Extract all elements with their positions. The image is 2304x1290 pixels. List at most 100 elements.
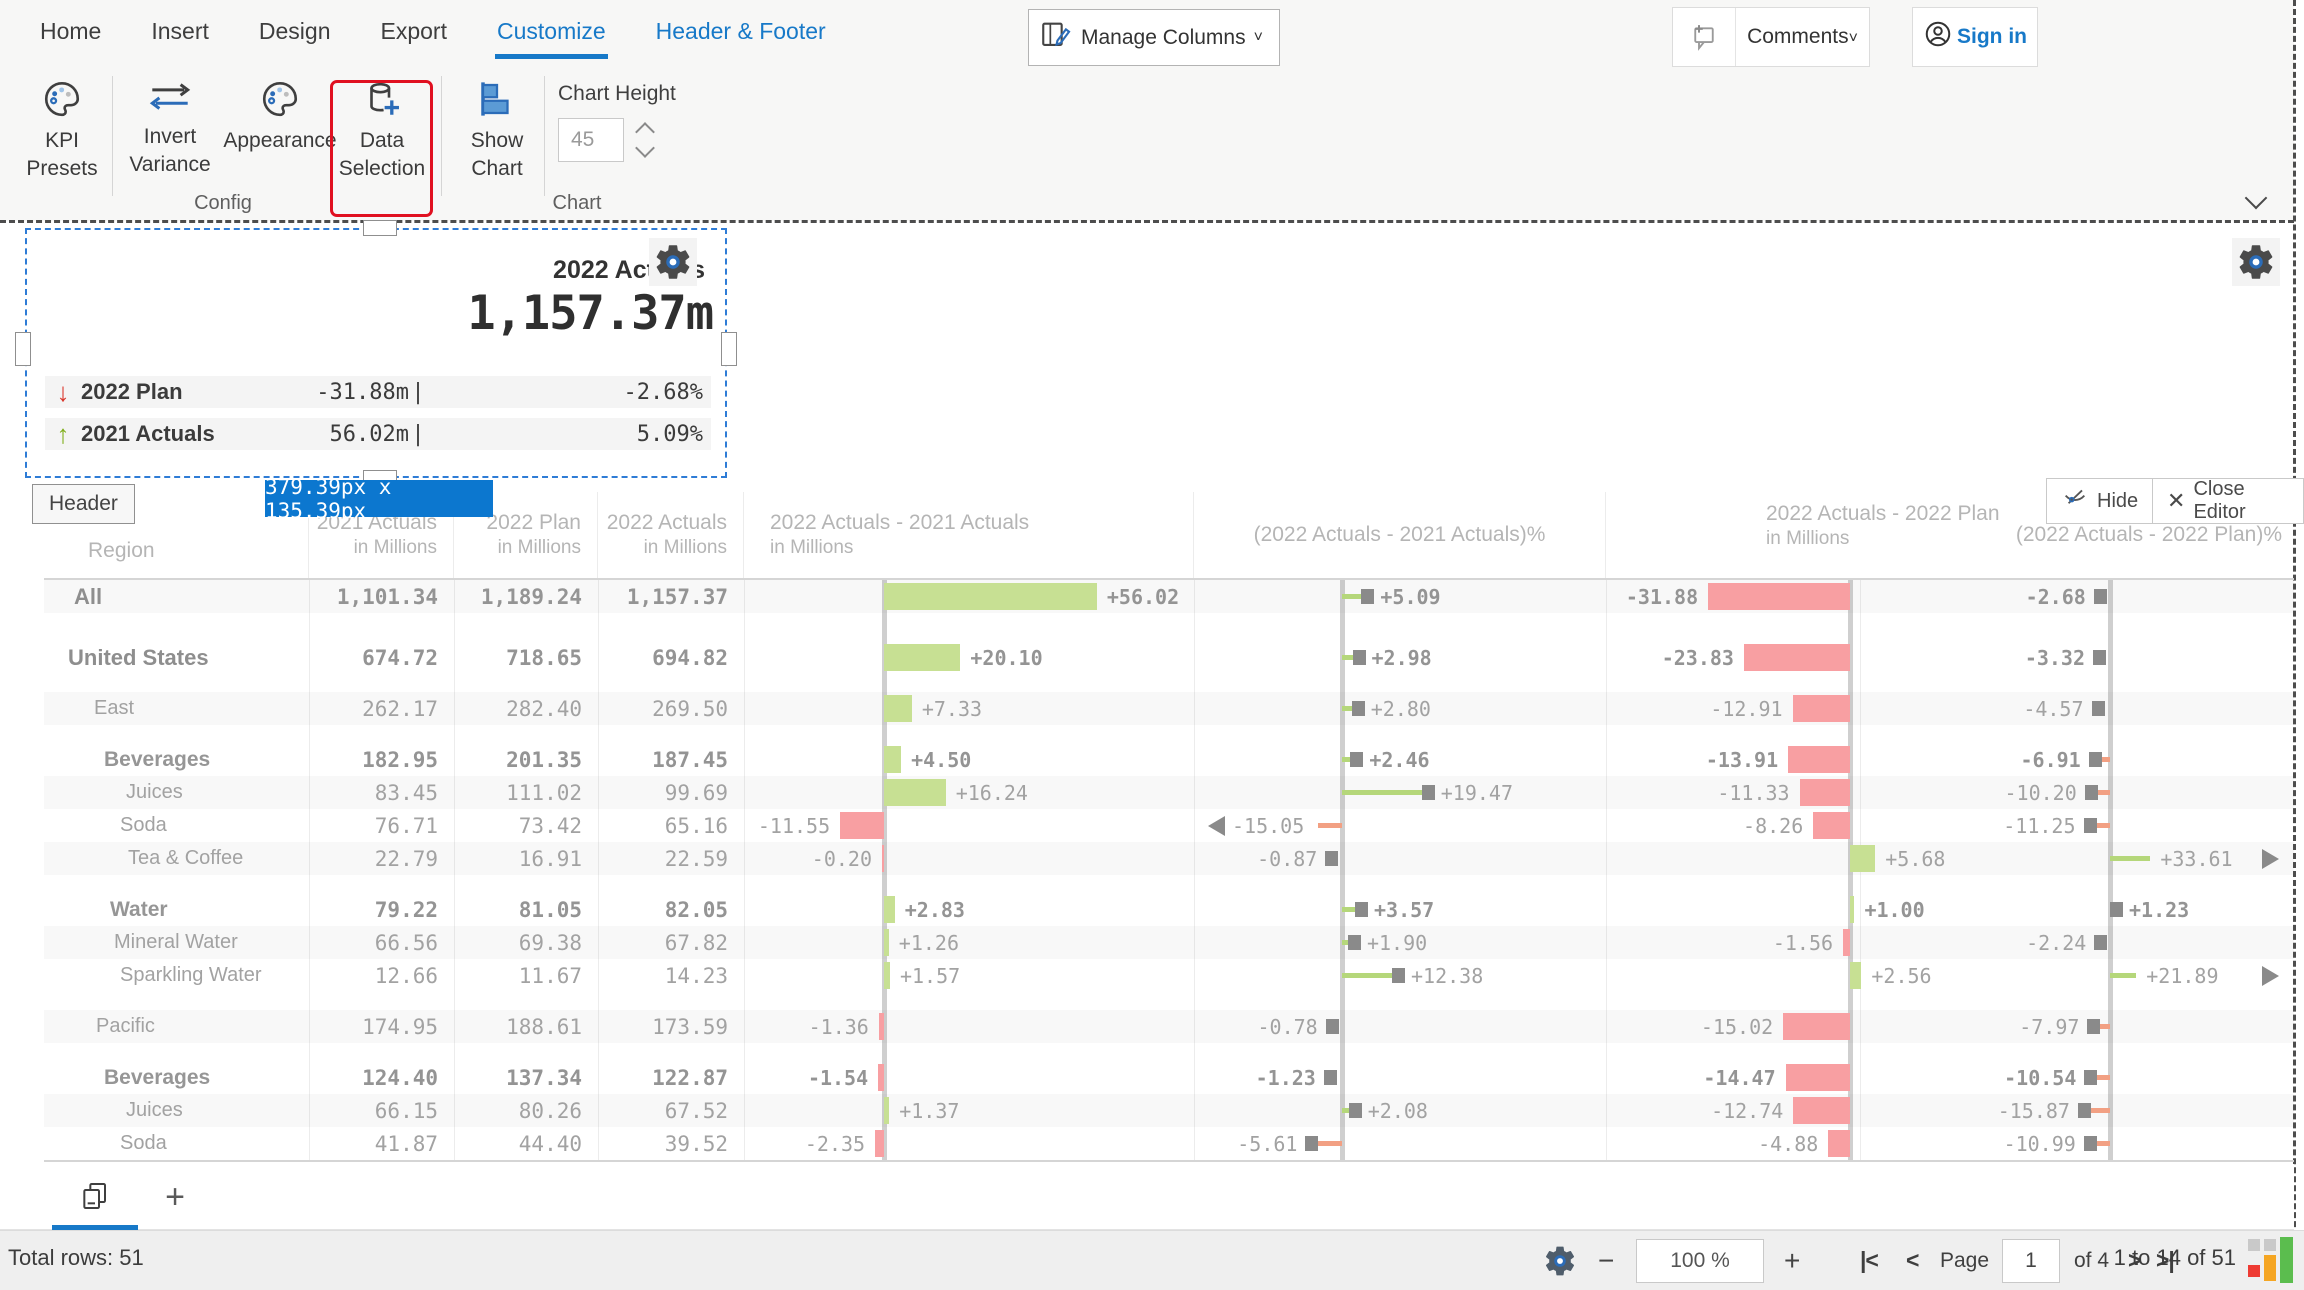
zoom-in-button[interactable]: +: [1784, 1244, 1801, 1276]
arrow-up-icon: ↑: [56, 418, 70, 449]
canvas-settings-gear-icon[interactable]: [2232, 238, 2280, 286]
table-row-soda[interactable]: Soda 76.71 73.42 65.16 -11.55 -15.05 -8.26 -11.…: [44, 809, 2294, 842]
zoom-level-input[interactable]: 100 %: [1636, 1239, 1764, 1283]
add-sheet-button[interactable]: +: [165, 1177, 185, 1216]
region-cell: Water: [110, 897, 168, 921]
kpi-card[interactable]: 2022 Actuals 1,157.37m ↓ 2022 Plan -31.88m…: [15, 220, 737, 486]
a2022-cell: 39.52: [664, 1131, 728, 1156]
table-row-juices[interactable]: Juices 83.45 111.02 99.69 +16.24 +19.47 -11.33…: [44, 776, 2294, 809]
pct-aa-value-label: +2.80: [1370, 696, 1431, 721]
pct-ap-value-label: -7.97: [2019, 1014, 2080, 1039]
data-selection-button[interactable]: Data Selection: [336, 78, 428, 182]
group-spacer: [44, 1043, 2294, 1061]
variance-plan-cell: -23.83: [1606, 641, 1860, 674]
table-row-united-states[interactable]: United States 674.72 718.65 694.82 +20.10 +2.…: [44, 641, 2294, 674]
table-row-sparkling-water[interactable]: Sparkling Water 12.66 11.67 14.23 +1.57 +12.3…: [44, 959, 2294, 992]
var-aa-bar-negative: [878, 1064, 884, 1091]
kpi-presets-button[interactable]: KPI Presets: [14, 78, 110, 182]
pct-aa-marker: [1351, 701, 1365, 716]
p2022-cell: 11.67: [518, 963, 582, 988]
pct-aa-stem: [1318, 1141, 1342, 1146]
pct-ap-marker: [2084, 785, 2098, 800]
show-chart-button[interactable]: Show Chart: [452, 78, 542, 182]
column-header-region[interactable]: Region: [44, 492, 309, 578]
table-row-juices[interactable]: Juices 66.15 80.26 67.52 +1.37 +2.08 -12.74 -15…: [44, 1094, 2294, 1127]
column-header-p2022[interactable]: 2022 Plan in Millions: [454, 492, 598, 578]
menu-item-export[interactable]: Export: [380, 17, 447, 44]
header-chip[interactable]: Header: [32, 484, 135, 524]
kpi-variance-row: ↑ 2021 Actuals 56.02m | 5.09%: [45, 418, 711, 450]
manage-columns-button[interactable]: Manage Columns ˅: [1028, 9, 1280, 66]
table-row-pacific[interactable]: Pacific 174.95 188.61 173.59 -1.36 -0.78 -15.0…: [44, 1010, 2294, 1043]
column-header-var_ap[interactable]: 2022 Actuals - 2022 Plan in Millions: [1766, 502, 2000, 550]
resize-handle-left[interactable]: [15, 332, 31, 366]
menu-item-insert[interactable]: Insert: [151, 17, 209, 44]
chart-height-control: Chart Height 45: [558, 82, 676, 162]
menu-item-header-footer[interactable]: Header & Footer: [655, 17, 826, 44]
column-header-a2022[interactable]: 2022 Actuals in Millions: [598, 492, 744, 578]
variance-plan-pct-cell: -15.87: [1860, 1094, 2294, 1127]
last-page-button[interactable]: >|: [2156, 1247, 2175, 1273]
first-page-button[interactable]: |<: [1860, 1247, 1879, 1273]
variance-actuals-pct-cell: +2.80: [1194, 692, 1606, 725]
column-header-pct_aa[interactable]: (2022 Actuals - 2021 Actuals)%: [1194, 492, 1606, 578]
zoom-out-button[interactable]: −: [1598, 1244, 1615, 1276]
variance-plan-pct-cell: +21.89: [1860, 959, 2294, 992]
pct-ap-value-label: -15.87: [1997, 1098, 2070, 1123]
variance-plan-pct-cell: -2.68: [1860, 580, 2294, 613]
ribbon-divider: [441, 76, 442, 196]
chart-height-label: Chart Height: [558, 82, 676, 105]
table-row-beverages[interactable]: Beverages 124.40 137.34 122.87 -1.54 -1.23 -14…: [44, 1061, 2294, 1094]
resize-handle-right[interactable]: [721, 332, 737, 366]
table-settings-gear-icon[interactable]: [1542, 1231, 1578, 1290]
sheet-tab-active[interactable]: [52, 1166, 138, 1230]
page-number-input[interactable]: 1: [2002, 1239, 2060, 1283]
close-editor-button[interactable]: ✕ Close Editor: [2152, 478, 2304, 524]
var-ap-value-label: -14.47: [1703, 1065, 1776, 1090]
var-ap-bar-negative: [1828, 1130, 1850, 1157]
chart-height-input[interactable]: 45: [558, 118, 624, 162]
region-cell: Juices: [126, 781, 183, 803]
sign-in-button[interactable]: Sign in: [1912, 7, 2038, 67]
table-row-tea-coffee[interactable]: Tea & Coffee 22.79 16.91 22.59 -0.20 -0.87 +5.…: [44, 842, 2294, 875]
collapse-ribbon-icon[interactable]: [2244, 186, 2268, 210]
column-header-pct_ap[interactable]: (2022 Actuals - 2022 Plan)%: [2015, 523, 2282, 547]
region-cell: Pacific: [96, 1015, 155, 1037]
table-row-water[interactable]: Water 79.22 81.05 82.05 +2.83 +3.57 +1.00 +1.23: [44, 893, 2294, 926]
eye-slash-icon: [2061, 484, 2089, 518]
region-cell: United States: [68, 644, 209, 670]
variance-actuals-cell: +1.37: [744, 1094, 1194, 1127]
menu-item-home[interactable]: Home: [40, 17, 102, 44]
pct-ap-clipped-right-icon: [2262, 966, 2279, 986]
table-row-all[interactable]: All 1,101.34 1,189.24 1,157.37 +56.02 +5.09 -3…: [44, 580, 2294, 613]
variance-plan-cell: +1.00: [1606, 893, 1925, 926]
table-row-east[interactable]: East 262.17 282.40 269.50 +7.33 +2.80 -12.91 -4…: [44, 692, 2294, 725]
table-row-soda[interactable]: Soda 41.87 44.40 39.52 -2.35 -5.61 -4.88 -10.99: [44, 1127, 2294, 1160]
next-page-button[interactable]: >: [2128, 1247, 2141, 1273]
var-aa-value-label: -1.54: [807, 1065, 869, 1090]
pct-ap-marker: [2091, 701, 2105, 716]
menu-item-customize[interactable]: Customize: [494, 17, 608, 59]
chart-baseline: [882, 580, 887, 1160]
prev-page-button[interactable]: <: [1906, 1247, 1919, 1273]
var-aa-value-label: +1.57: [899, 963, 961, 988]
hide-button[interactable]: Hide: [2046, 478, 2154, 524]
table-row-mineral-water[interactable]: Mineral Water 66.56 69.38 67.82 +1.26 +1.90 -1…: [44, 926, 2294, 959]
zebra-bi-logo: [2246, 1237, 2294, 1285]
chart-height-stepper[interactable]: [635, 122, 656, 158]
table-body: All 1,101.34 1,189.24 1,157.37 +56.02 +5.09 -3…: [44, 580, 2294, 1162]
column-header-var_aa[interactable]: 2022 Actuals - 2021 Actuals in Millions: [744, 492, 1194, 578]
kpi-settings-gear-icon[interactable]: [649, 238, 697, 286]
resize-handle-top[interactable]: [363, 220, 397, 236]
appearance-button[interactable]: Appearance: [218, 78, 342, 155]
invert-variance-button[interactable]: Invert Variance: [122, 78, 218, 178]
var-ap-bar-negative: [1785, 1064, 1850, 1091]
column-separator: [1606, 580, 1607, 1160]
pct-aa-value-label: +3.57: [1373, 897, 1435, 922]
table-row-beverages[interactable]: Beverages 182.95 201.35 187.45 +4.50 +2.46 -13…: [44, 743, 2294, 776]
var-aa-value-label: -1.36: [808, 1014, 869, 1039]
var-aa-bar-positive: [884, 695, 912, 722]
comments-button[interactable]: Comments˅: [1672, 7, 1870, 67]
palette-icon: [259, 78, 301, 125]
menu-item-design[interactable]: Design: [258, 17, 331, 44]
